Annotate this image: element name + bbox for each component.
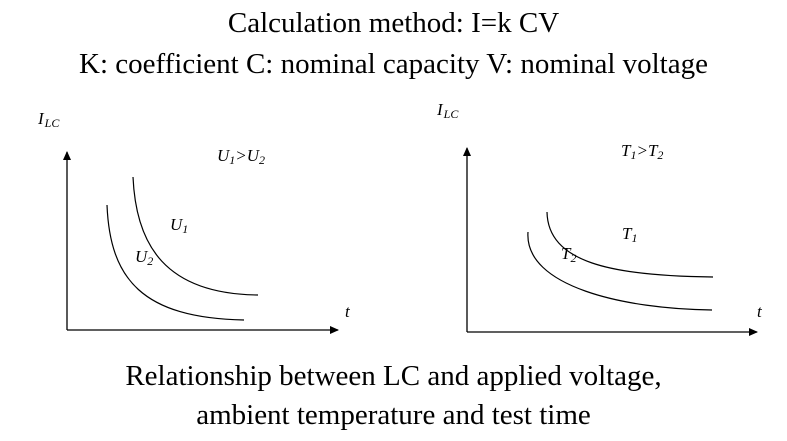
right-curve-upper: [546, 211, 714, 278]
left-x-axis-label: t: [345, 302, 351, 321]
formula-title: Calculation method: I=k CV: [227, 7, 560, 39]
right-condition-label: T1>T2: [621, 141, 663, 162]
formula-legend: K: coefficient C: nominal capacity V: no…: [79, 48, 708, 80]
left-condition-label: U1>U2: [217, 146, 265, 167]
left-curve-upper: [132, 176, 259, 296]
right-curve-lower-label: T2: [561, 244, 576, 265]
left-y-axis-label: ILC: [37, 109, 60, 130]
right-curve-upper-label: T1: [622, 224, 637, 245]
right-curve-lower: [527, 231, 713, 311]
left-curve-upper-label: U1: [170, 215, 188, 236]
right-plot: ILC t T1>T2 T1 T2: [436, 100, 763, 336]
right-y-axis-label: ILC: [436, 100, 459, 121]
left-curve-lower: [106, 204, 245, 321]
left-curve-lower-label: U2: [135, 247, 153, 268]
caption-line-2: ambient temperature and test time: [196, 399, 591, 431]
left-plot: ILC t U1>U2 U1 U2: [37, 109, 351, 334]
caption-line-1: Relationship between LC and applied volt…: [125, 360, 662, 392]
right-x-axis-label: t: [757, 302, 763, 321]
